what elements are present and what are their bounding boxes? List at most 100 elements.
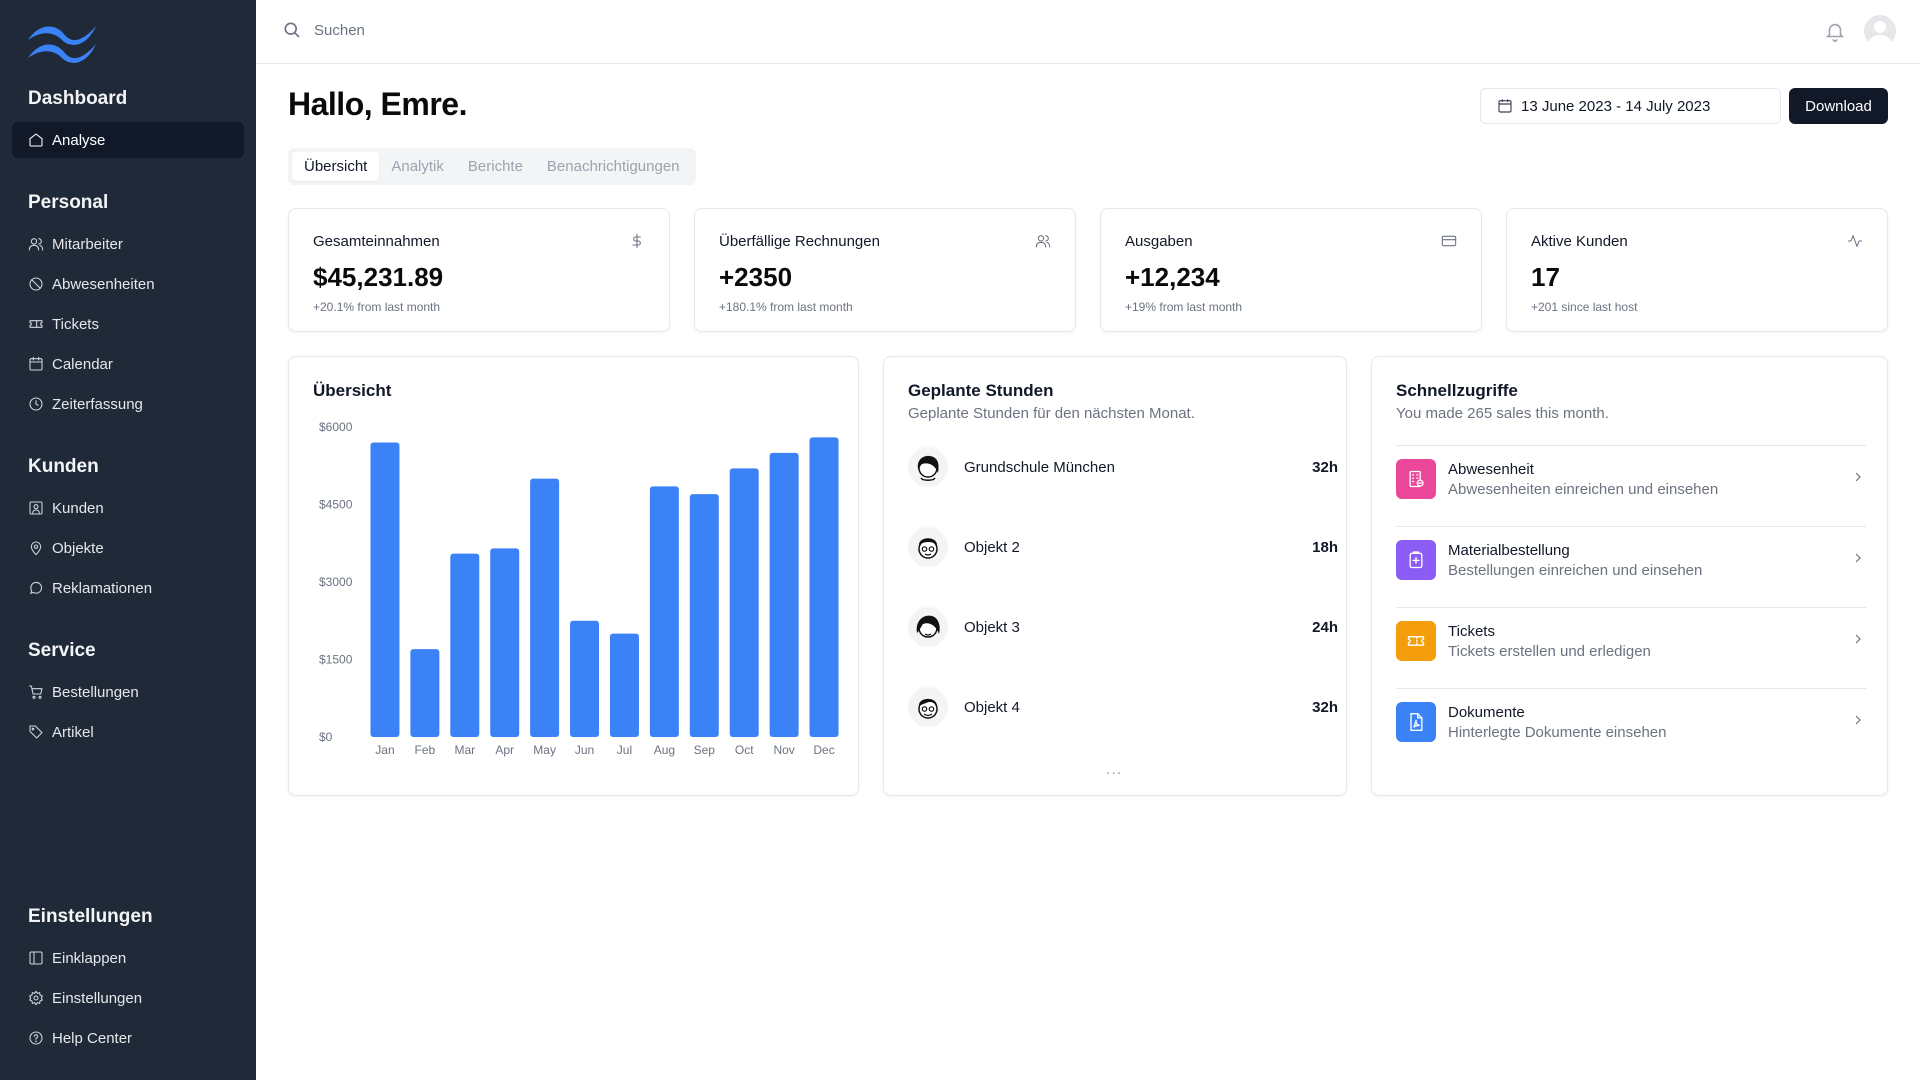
list-item[interactable]: Objekt 2 18h bbox=[908, 525, 1338, 569]
sidebar-item-label: Abwesenheiten bbox=[52, 275, 155, 293]
quick-link-text: Tickets Tickets erstellen und erledigen bbox=[1448, 623, 1850, 660]
chevron-right-icon bbox=[1850, 712, 1866, 733]
date-range-picker[interactable]: 13 June 2023 - 14 July 2023 bbox=[1480, 88, 1781, 124]
sidebar-item-label: Zeiterfassung bbox=[52, 395, 143, 413]
bar-apr[interactable] bbox=[490, 548, 520, 737]
search-icon bbox=[284, 22, 300, 38]
nav-group-service: Service bbox=[28, 640, 96, 661]
sidebar-item-kunden[interactable]: Kunden bbox=[12, 490, 244, 526]
nav-group-kunden: Kunden bbox=[28, 456, 99, 477]
tag-icon bbox=[28, 724, 44, 740]
x-tick-label: May bbox=[533, 743, 556, 757]
bar-sep[interactable] bbox=[689, 494, 719, 737]
x-tick-label: Aug bbox=[654, 743, 675, 757]
building-icon bbox=[1396, 459, 1436, 499]
person-avatar-icon bbox=[908, 527, 948, 567]
sidebar-item-help-center[interactable]: Help Center bbox=[12, 1020, 244, 1056]
quick-link-desc: Abwesenheiten einreichen und einsehen bbox=[1448, 480, 1719, 498]
quick-link-text: Dokumente Hinterlegte Dokumente einsehen bbox=[1448, 704, 1850, 741]
sidebar-item-label: Reklamationen bbox=[52, 579, 153, 597]
user-avatar[interactable] bbox=[1864, 15, 1896, 47]
bar-jul[interactable] bbox=[609, 633, 639, 737]
quick-link-abwesenheit[interactable]: Abwesenheit Abwesenheiten einreichen und… bbox=[1396, 446, 1866, 512]
sidebar-item-artikel[interactable]: Artikel bbox=[12, 714, 244, 750]
sidebar-item-mitarbeiter[interactable]: Mitarbeiter bbox=[12, 226, 244, 262]
y-tick-label: $6000 bbox=[319, 420, 353, 434]
sidebar-item-label: Bestellungen bbox=[52, 683, 139, 701]
sidebar-item-label: Kunden bbox=[52, 499, 104, 517]
x-tick-label: Oct bbox=[735, 743, 754, 757]
bar-jan[interactable] bbox=[370, 442, 400, 738]
sidebar-item-analyse[interactable]: Analyse bbox=[12, 122, 244, 158]
list-item[interactable]: Objekt 4 32h bbox=[908, 685, 1338, 729]
nav-group-dashboard: Dashboard bbox=[28, 88, 128, 109]
stat-change: +19% from last month bbox=[1125, 300, 1243, 314]
tab-analytik[interactable]: Analytik bbox=[391, 158, 444, 175]
nav-group-einstellungen: Einstellungen bbox=[28, 906, 153, 927]
sidebar-item-zeiterfassung[interactable]: Zeiterfassung bbox=[12, 386, 244, 422]
sidebar-item-einstellungen[interactable]: Einstellungen bbox=[12, 980, 244, 1016]
stat-value: +12,234 bbox=[1125, 262, 1220, 292]
person-avatar-icon bbox=[908, 447, 948, 487]
list-item-name: Objekt 4 bbox=[964, 698, 1020, 716]
chevron-right-icon bbox=[1850, 469, 1866, 490]
search-input[interactable] bbox=[314, 21, 714, 39]
notifications-button[interactable] bbox=[1824, 20, 1846, 44]
list-item[interactable]: Objekt 3 24h bbox=[908, 605, 1338, 649]
divider bbox=[1396, 688, 1866, 689]
bar-aug[interactable] bbox=[649, 486, 679, 737]
x-tick-label: Sep bbox=[694, 743, 716, 757]
sidebar-item-label: Analyse bbox=[52, 131, 106, 149]
bar-oct[interactable] bbox=[729, 468, 759, 737]
x-tick-label: Feb bbox=[415, 743, 436, 757]
chevron-right-icon bbox=[1850, 550, 1866, 571]
quick-link-dokumente[interactable]: Dokumente Hinterlegte Dokumente einsehen bbox=[1396, 689, 1866, 755]
sidebar-item-calendar[interactable]: Calendar bbox=[12, 346, 244, 382]
tab-berichte[interactable]: Berichte bbox=[467, 158, 523, 175]
x-tick-label: Mar bbox=[454, 743, 475, 757]
sidebar-item-label: Calendar bbox=[52, 355, 113, 373]
stat-value: +2350 bbox=[719, 262, 793, 292]
home-icon bbox=[28, 132, 44, 148]
ban-icon bbox=[28, 276, 44, 292]
bar-chart: $0 $1500 $3000 $4500 $6000 Jan Feb Mar Apr May Jun… bbox=[319, 420, 839, 757]
stat-card-active-customers: Aktive Kunden 17 +201 since last host bbox=[1506, 208, 1888, 332]
stat-card-overdue-invoices: Überfällige Rechnungen +2350 +180.1% fro… bbox=[694, 208, 1076, 332]
stat-title: Aktive Kunden bbox=[1531, 233, 1628, 250]
bar-dec[interactable] bbox=[809, 437, 839, 737]
sidebar-item-tickets[interactable]: Tickets bbox=[12, 306, 244, 342]
download-button[interactable]: Download bbox=[1789, 88, 1888, 124]
sidebar-item-abwesenheiten[interactable]: Abwesenheiten bbox=[12, 266, 244, 302]
clock-icon bbox=[28, 396, 44, 412]
sidebar-item-reklamationen[interactable]: Reklamationen bbox=[12, 570, 244, 606]
bar-jun[interactable] bbox=[570, 620, 600, 737]
bar-nov[interactable] bbox=[769, 452, 799, 737]
sidebar-item-objekte[interactable]: Objekte bbox=[12, 530, 244, 566]
tab-uebersicht[interactable]: Übersicht bbox=[292, 152, 380, 181]
dollar-icon bbox=[629, 233, 645, 249]
bar-may[interactable] bbox=[530, 478, 560, 737]
nav-group-personal: Personal bbox=[28, 192, 109, 213]
stat-value: 17 bbox=[1531, 262, 1560, 292]
wave-logo-icon[interactable] bbox=[26, 18, 100, 64]
sidebar-item-einklappen[interactable]: Einklappen bbox=[12, 940, 244, 976]
x-tick-label: Jul bbox=[617, 743, 632, 757]
sidebar-item-label: Help Center bbox=[52, 1029, 133, 1047]
more-button[interactable]: ... bbox=[1106, 761, 1123, 778]
user-avatar-icon bbox=[1868, 21, 1892, 47]
bar-mar[interactable] bbox=[450, 553, 480, 737]
sidebar-item-label: Tickets bbox=[52, 315, 99, 333]
list-item-hours: 32h bbox=[1312, 698, 1338, 716]
quick-link-desc: Bestellungen einreichen und einsehen bbox=[1448, 561, 1703, 579]
map-pin-icon bbox=[28, 540, 44, 556]
tab-benachrichtigungen[interactable]: Benachrichtigungen bbox=[546, 158, 680, 175]
quick-link-tickets[interactable]: Tickets Tickets erstellen und erledigen bbox=[1396, 608, 1866, 674]
date-range-label: 13 June 2023 - 14 July 2023 bbox=[1521, 97, 1711, 115]
list-item[interactable]: Grundschule München 32h bbox=[908, 445, 1338, 489]
sidebar-item-label: Mitarbeiter bbox=[52, 235, 123, 253]
bar-feb[interactable] bbox=[410, 649, 440, 737]
activity-icon bbox=[1847, 233, 1863, 249]
quick-link-title: Tickets bbox=[1448, 622, 1495, 640]
sidebar-item-bestellungen[interactable]: Bestellungen bbox=[12, 674, 244, 710]
quick-link-materialbestellung[interactable]: Materialbestellung Bestellungen einreich… bbox=[1396, 527, 1866, 593]
